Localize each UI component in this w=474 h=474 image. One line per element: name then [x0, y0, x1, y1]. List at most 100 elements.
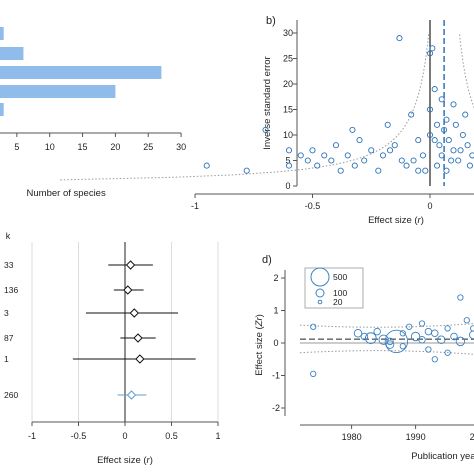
c-k-value: 33 — [4, 260, 14, 270]
b-point — [243, 167, 250, 174]
b-y-tick-label: 25 — [283, 54, 293, 64]
d-point — [386, 337, 394, 346]
b-point — [443, 167, 450, 174]
b-x-axis-label: Effect size (r) — [368, 215, 424, 226]
d-y-tick-label: 0 — [273, 338, 278, 348]
c-estimate-diamond — [125, 260, 136, 270]
b-point — [398, 157, 405, 164]
a-x-tick-label: 20 — [110, 142, 120, 152]
bar-species-1 — [0, 47, 24, 60]
d-x-tick-label: 2000 — [470, 432, 474, 442]
d-x-tick-label: 1990 — [406, 432, 426, 442]
bar-species-3 — [0, 85, 116, 98]
b-point — [464, 142, 471, 149]
b-point — [419, 152, 427, 159]
c-x-tick-label: 0 — [122, 431, 127, 441]
d-point — [431, 329, 439, 337]
d-point — [424, 327, 433, 336]
b-point — [332, 142, 340, 149]
d-point — [410, 331, 421, 342]
c-k-header: k — [6, 231, 11, 241]
b-point — [443, 116, 450, 123]
d-y-tick-label: -2 — [272, 403, 280, 413]
b-point — [203, 162, 210, 169]
b-point — [466, 162, 474, 169]
d-point — [360, 332, 369, 341]
d-point — [373, 327, 381, 336]
d-y-tick-label: -1 — [272, 371, 280, 381]
c-estimate-diamond — [129, 308, 140, 318]
b-point — [351, 162, 358, 169]
d-point — [310, 370, 317, 378]
d-y-tick-label: 2 — [273, 273, 278, 283]
b-x-tick-label: -1 — [191, 201, 199, 211]
d-y-tick-label: 1 — [273, 306, 278, 316]
a-x-tick-label: 25 — [143, 142, 153, 152]
b-x-tick-label: -0.5 — [305, 201, 321, 211]
c-x-tick-label: 0.5 — [165, 431, 178, 441]
c-k-value: 1 — [4, 354, 9, 364]
d-legend-symbol — [315, 288, 325, 298]
a-x-axis-label: Number of species — [27, 188, 106, 199]
b-point — [391, 142, 398, 149]
b-point — [469, 152, 474, 159]
d-legend-label: 500 — [333, 272, 347, 282]
c-estimate-diamond — [135, 354, 145, 364]
c-x-tick-label: 1 — [215, 431, 220, 441]
b-y-tick-label: 15 — [283, 105, 293, 115]
b-point — [375, 167, 382, 174]
d-legend-symbol — [310, 267, 330, 287]
b-point — [304, 157, 311, 164]
d-point — [450, 332, 458, 341]
b-point — [450, 147, 457, 154]
b-point — [431, 137, 438, 144]
d-legend-box — [304, 267, 364, 309]
d-legend-label: 20 — [333, 297, 343, 307]
b-point — [328, 157, 335, 164]
b-point — [433, 162, 441, 169]
d-point — [399, 343, 406, 350]
a-x-tick-label: 10 — [45, 142, 55, 152]
d-ci-upper — [299, 323, 474, 328]
b-point — [314, 162, 321, 169]
b-y-tick-label: 0 — [285, 181, 290, 191]
c-estimate-diamond — [123, 285, 133, 295]
b-point — [445, 137, 452, 144]
d-x-tick-label: 1980 — [342, 432, 362, 442]
a-x-tick-label: 30 — [176, 142, 186, 152]
c-estimate-diamond — [133, 333, 143, 343]
b-point — [448, 157, 455, 164]
d-legend-label: 100 — [333, 288, 347, 298]
d-point — [385, 340, 395, 349]
b-point — [386, 147, 394, 154]
b-panel-label: b) — [266, 15, 276, 27]
d-point — [364, 332, 377, 344]
b-point — [429, 45, 436, 52]
bar-species-4 — [0, 103, 4, 116]
c-k-value: 3 — [4, 308, 9, 318]
d-point — [353, 329, 363, 338]
c-x-tick-label: -0.5 — [71, 431, 87, 441]
b-point — [356, 137, 363, 144]
d-panel-label: d) — [262, 254, 272, 266]
d-point — [468, 330, 474, 340]
d-point — [444, 325, 451, 332]
b-point — [436, 142, 443, 149]
d-point — [463, 317, 470, 324]
d-ci-lower — [299, 350, 474, 355]
b-point — [431, 86, 438, 93]
d-point — [384, 329, 409, 354]
d-point — [399, 330, 406, 337]
d-point — [436, 335, 446, 344]
c-x-tick-label: -1 — [28, 431, 36, 441]
b-point — [285, 162, 293, 169]
b-point — [426, 131, 434, 139]
b-point — [450, 101, 457, 108]
c-k-value: 260 — [4, 390, 18, 400]
b-point — [441, 126, 448, 133]
b-point — [459, 131, 466, 139]
b-funnel-left — [60, 34, 430, 181]
d-point — [455, 336, 466, 347]
b-point — [410, 157, 417, 164]
